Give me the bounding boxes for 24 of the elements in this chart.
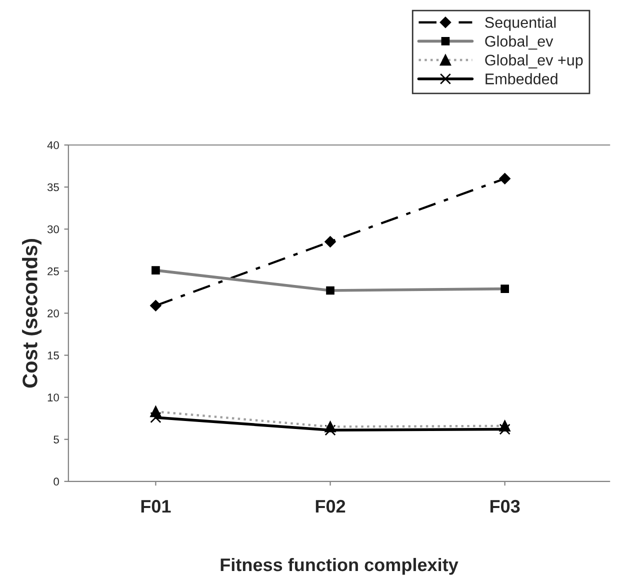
y-tick-label: 0 (54, 478, 59, 486)
y-tick-label: 25 (48, 267, 59, 276)
point (150, 300, 162, 312)
x-axis-title: Fitness function complexity (220, 558, 458, 575)
y-tick-label: 5 (54, 436, 59, 444)
x-tick-label: F02 (316, 500, 346, 513)
point (499, 173, 510, 184)
point (324, 424, 336, 436)
y-tick-label: 10 (48, 394, 59, 402)
y-tick-label: 35 (47, 183, 59, 192)
point (324, 236, 336, 248)
legend-label: Global_ev +up (485, 54, 583, 69)
legend-label: Global_ev (485, 35, 554, 50)
x-tick-label: F03 (490, 500, 520, 513)
y-tick-label: 40 (47, 141, 59, 150)
point (150, 412, 162, 424)
y-tick-label: 30 (47, 225, 59, 234)
y-axis-title: Cost (seconds) (22, 238, 42, 388)
legend-label: Embedded (486, 73, 558, 84)
y-tick-label: 20 (48, 309, 59, 318)
point (499, 424, 510, 435)
legend-label: Sequential (485, 16, 556, 31)
y-tick-label: 15 (48, 352, 59, 360)
x-tick-label: F01 (141, 500, 171, 513)
